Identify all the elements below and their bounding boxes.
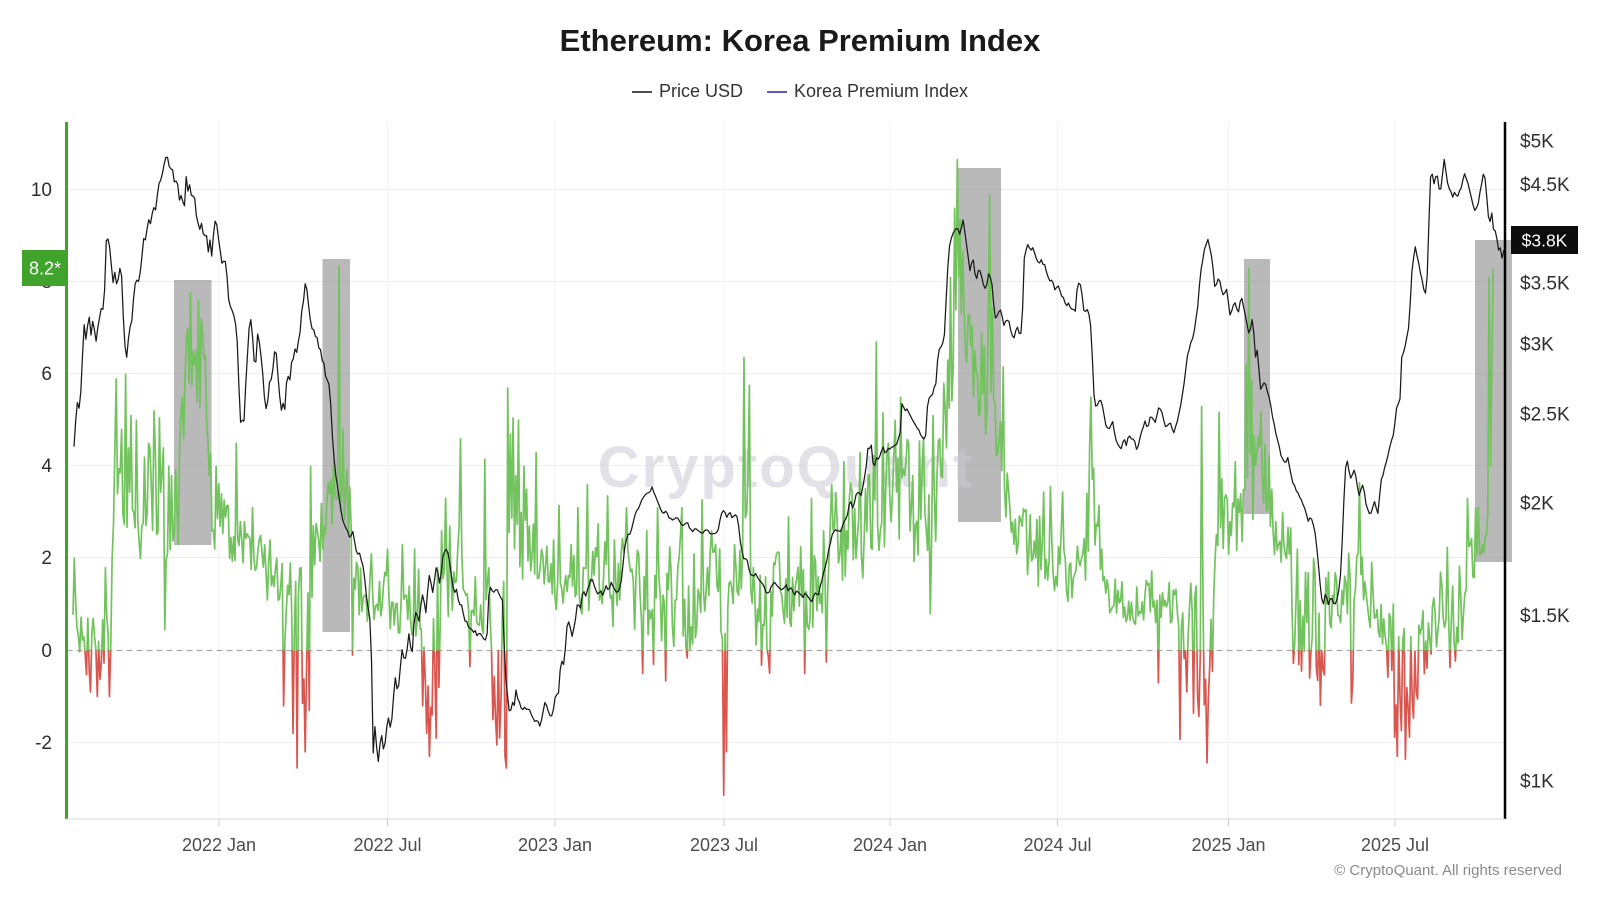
svg-text:$4.5K: $4.5K	[1520, 175, 1570, 196]
svg-text:2: 2	[41, 548, 52, 569]
svg-text:$5K: $5K	[1520, 132, 1554, 153]
svg-text:0: 0	[41, 641, 52, 662]
svg-text:$3.5K: $3.5K	[1520, 274, 1570, 295]
svg-text:$3.8K: $3.8K	[1522, 231, 1568, 251]
svg-text:2023 Jul: 2023 Jul	[690, 835, 758, 855]
svg-text:2022 Jan: 2022 Jan	[182, 835, 256, 855]
svg-text:$2K: $2K	[1520, 494, 1554, 515]
svg-text:$3K: $3K	[1520, 335, 1554, 356]
svg-text:2022 Jul: 2022 Jul	[353, 835, 421, 855]
svg-text:© CryptoQuant. All rights rese: © CryptoQuant. All rights reserved	[1334, 862, 1562, 879]
svg-text:-2: -2	[35, 733, 52, 754]
svg-text:8.2*: 8.2*	[29, 259, 61, 279]
svg-text:2025 Jan: 2025 Jan	[1191, 835, 1265, 855]
svg-text:6: 6	[41, 364, 52, 385]
svg-text:10: 10	[31, 180, 52, 201]
svg-text:2024 Jan: 2024 Jan	[853, 835, 927, 855]
svg-text:2024 Jul: 2024 Jul	[1023, 835, 1091, 855]
svg-text:2025 Jul: 2025 Jul	[1361, 835, 1429, 855]
svg-text:$1K: $1K	[1520, 772, 1554, 793]
svg-text:2023 Jan: 2023 Jan	[518, 835, 592, 855]
svg-text:$1.5K: $1.5K	[1520, 606, 1570, 627]
svg-text:$2.5K: $2.5K	[1520, 405, 1570, 426]
svg-text:4: 4	[41, 456, 52, 477]
svg-text:CryptoQuant: CryptoQuant	[598, 435, 974, 500]
